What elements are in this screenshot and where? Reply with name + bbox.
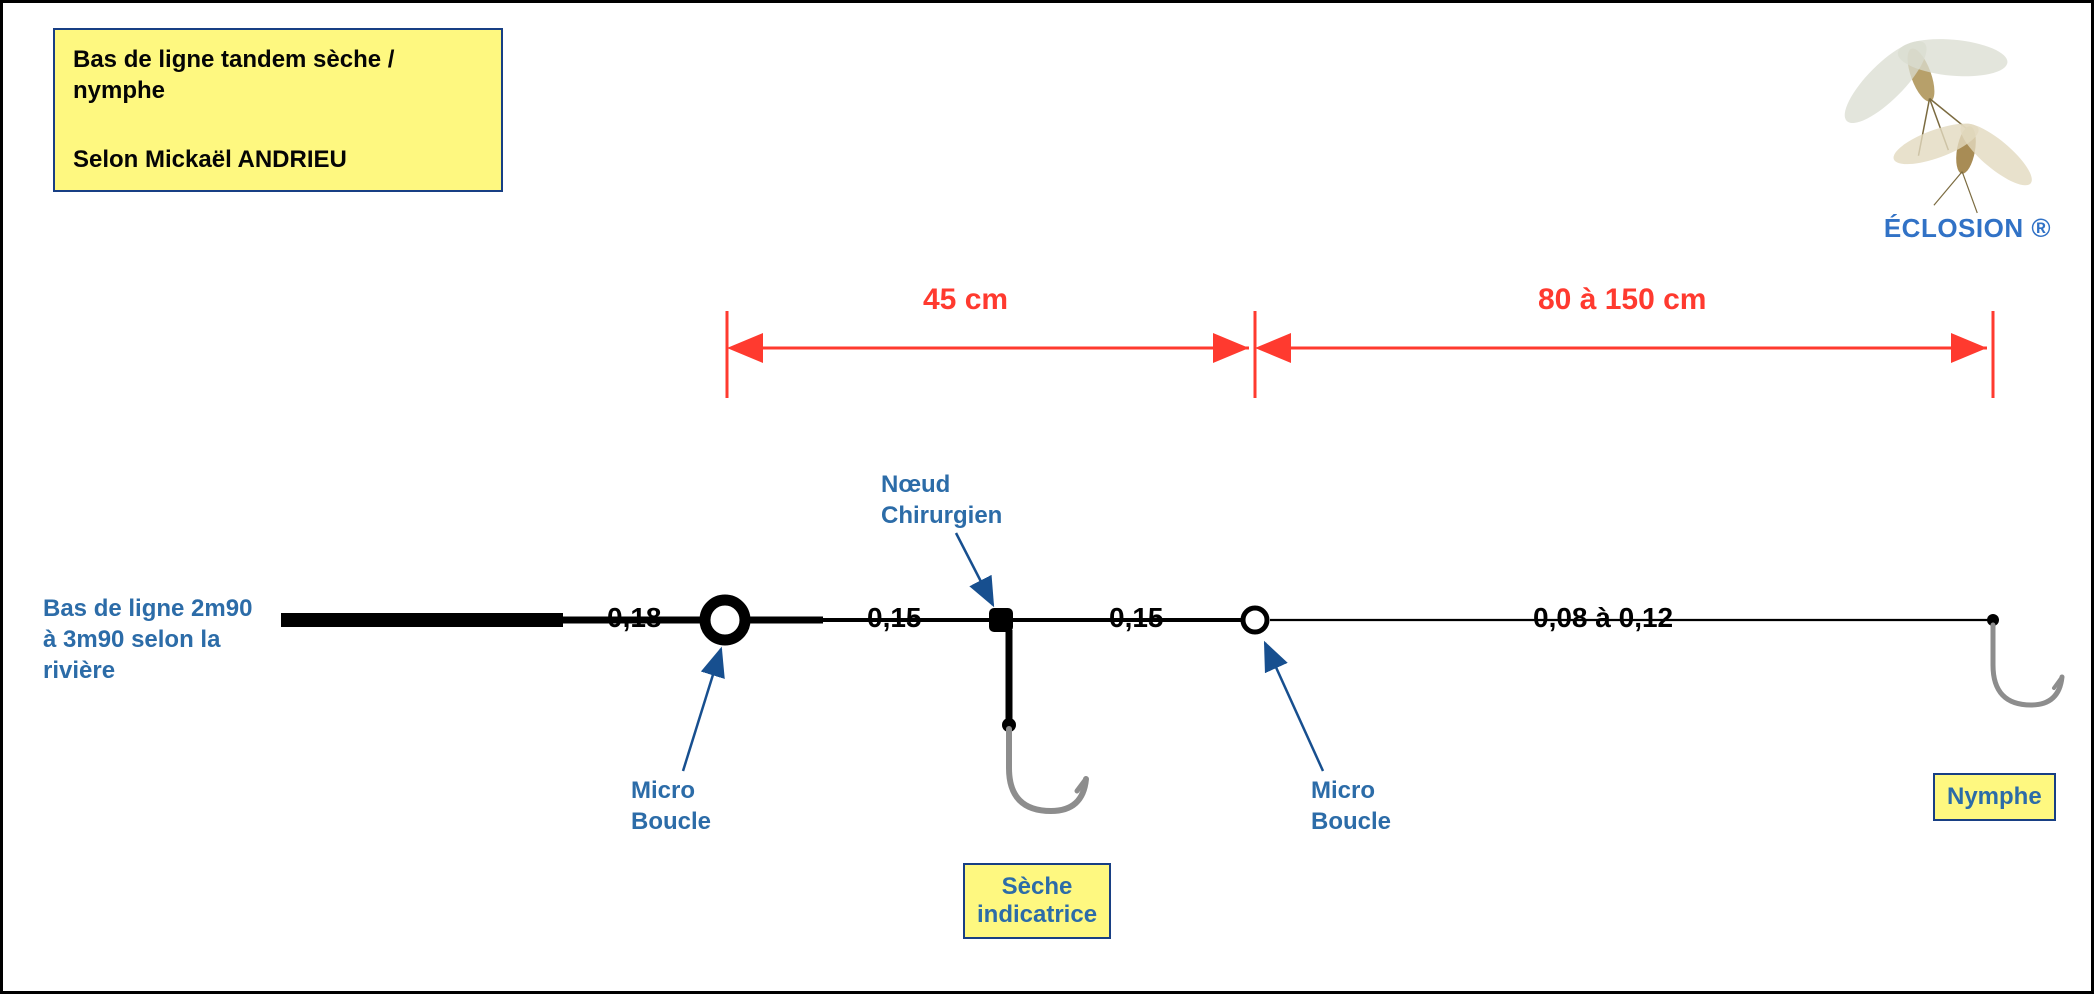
- arrow-to-micro-loop-1: [683, 649, 721, 771]
- diameter-0-15-b: 0,15: [1109, 602, 1164, 634]
- micro-boucle-2-label: Micro Boucle: [1311, 775, 1391, 837]
- dimension-45cm-label: 45 cm: [923, 283, 1008, 317]
- diameter-0-08-0-12: 0,08 à 0,12: [1533, 602, 1673, 634]
- diameter-0-18: 0,18: [607, 602, 662, 634]
- rig-diagram: [3, 3, 2094, 994]
- arrow-to-micro-loop-2: [1265, 643, 1323, 771]
- dimension-80-150cm: [1261, 311, 1993, 398]
- surgeon-knot-icon: [989, 608, 1013, 632]
- micro-loop-2-icon: [1243, 608, 1267, 632]
- diameter-0-15-a: 0,15: [867, 602, 922, 634]
- dry-fly-hook-icon: [1009, 729, 1086, 811]
- diagram-frame: Bas de ligne tandem sèche / nymphe Selon…: [0, 0, 2094, 994]
- micro-loop-1-icon: [705, 600, 745, 640]
- dimension-45cm: [727, 311, 1255, 398]
- noeud-chirurgien-label: Nœud Chirurgien: [881, 469, 1002, 531]
- nymph-hook-icon: [1993, 625, 2062, 705]
- dimension-80-150cm-label: 80 à 150 cm: [1538, 283, 1706, 317]
- micro-boucle-1-label: Micro Boucle: [631, 775, 711, 837]
- seche-indicatrice-tag: Sèche indicatrice: [963, 863, 1111, 939]
- arrow-to-surgeon-knot: [956, 533, 993, 605]
- nymphe-tag: Nymphe: [1933, 773, 2056, 821]
